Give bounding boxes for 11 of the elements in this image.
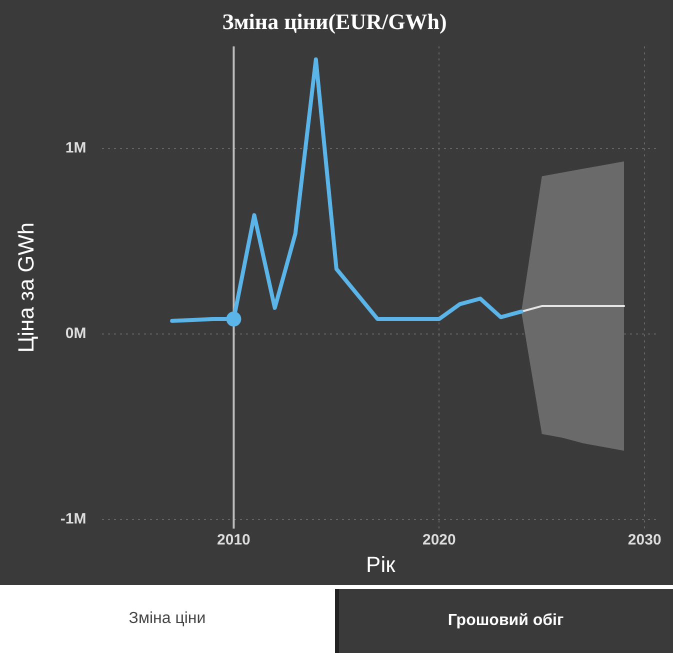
y-axis-title: Ціна за GWh bbox=[13, 222, 38, 353]
y-tick-label: 0M bbox=[65, 325, 86, 342]
chart-title: Зміна ціни(EUR/GWh) bbox=[222, 8, 447, 34]
x-tick-label: 2030 bbox=[628, 532, 662, 549]
x-axis-title: Рік bbox=[366, 552, 396, 577]
y-tick-label: -1M bbox=[60, 510, 86, 528]
text: Зміна ціни bbox=[0, 585, 334, 653]
x-tick-label: 2010 bbox=[217, 532, 250, 549]
x-tick-label: 2020 bbox=[422, 532, 456, 549]
text: Грошовий обіг bbox=[334, 589, 673, 653]
y-tick-label: 1M bbox=[65, 140, 86, 157]
